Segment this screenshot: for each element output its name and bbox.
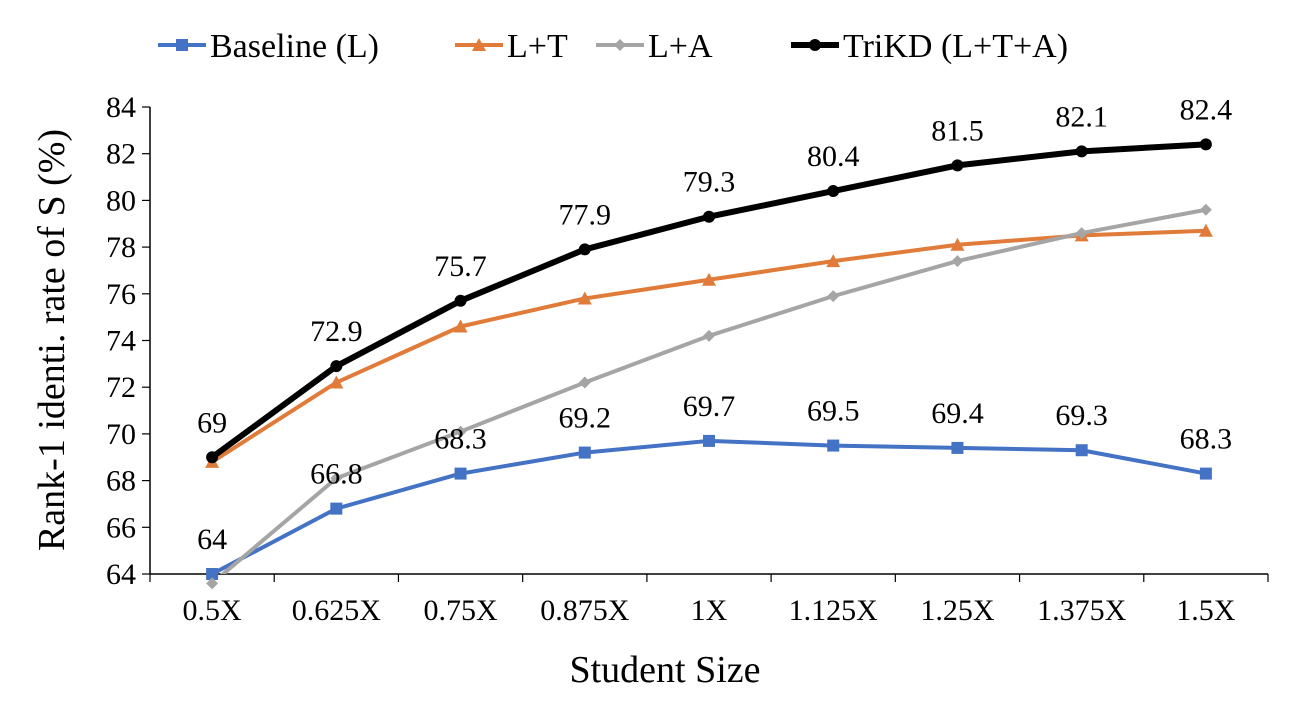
chart-series xyxy=(209,141,1209,574)
data-point-trikd-l-t-a xyxy=(330,360,343,373)
y-tick-label: 66 xyxy=(106,511,136,544)
y-tick-label: 76 xyxy=(106,278,136,311)
data-point-l-a xyxy=(827,290,840,303)
data-label-trikd-l-t-a: 72.9 xyxy=(310,315,363,348)
data-label-baseline-l: 68.3 xyxy=(434,423,487,456)
x-tick-label: 1.375X xyxy=(1037,594,1127,627)
data-point-baseline-l xyxy=(1075,444,1088,457)
x-tick-label: 1X xyxy=(691,594,728,627)
legend-marker-l-a xyxy=(614,39,626,51)
x-tick-label: 1.25X xyxy=(920,594,995,627)
y-tick-label: 80 xyxy=(106,184,136,217)
data-point-l-a xyxy=(1199,203,1212,216)
legend-marker-l-t xyxy=(472,38,486,51)
data-label-trikd-l-t-a: 82.4 xyxy=(1180,93,1233,126)
legend-marker-baseline-l xyxy=(176,39,188,51)
data-point-trikd-l-t-a xyxy=(827,185,840,198)
y-tick-label: 64 xyxy=(106,558,136,591)
data-point-l-t xyxy=(950,237,965,251)
y-tick-label: 82 xyxy=(106,138,136,171)
x-axis-title: Student Size xyxy=(569,649,760,691)
data-label-trikd-l-t-a: 69 xyxy=(197,406,227,439)
data-point-trikd-l-t-a xyxy=(1199,138,1212,151)
y-tick-label: 72 xyxy=(106,371,136,404)
data-label-baseline-l: 68.3 xyxy=(1180,423,1233,456)
data-label-baseline-l: 69.5 xyxy=(807,395,860,428)
x-tick-label: 1.5X xyxy=(1176,594,1236,627)
data-label-baseline-l: 66.8 xyxy=(310,458,363,491)
data-point-trikd-l-t-a xyxy=(206,451,219,464)
chart-markers xyxy=(205,138,1213,590)
data-label-baseline-l: 64 xyxy=(197,523,227,556)
legend-label-baseline-l: Baseline (L) xyxy=(210,28,379,65)
data-point-l-a xyxy=(951,255,964,268)
data-point-trikd-l-t-a xyxy=(951,159,964,172)
chart-legend: Baseline (L) L+T L+A TriKD (L+T+A) xyxy=(158,28,1068,65)
y-tick-label: 84 xyxy=(106,91,136,124)
data-point-l-t xyxy=(826,254,841,268)
data-point-trikd-l-t-a xyxy=(1075,145,1088,158)
x-tick-label: 0.75X xyxy=(423,594,498,627)
data-point-trikd-l-t-a xyxy=(454,294,467,307)
data-point-l-a xyxy=(330,472,343,485)
data-label-trikd-l-t-a: 79.3 xyxy=(683,166,736,199)
y-tick-label: 78 xyxy=(106,231,136,264)
legend-label-l-a: L+A xyxy=(648,28,713,65)
data-point-l-a xyxy=(703,329,715,342)
data-label-trikd-l-t-a: 80.4 xyxy=(807,140,860,173)
data-point-l-a xyxy=(1075,227,1088,240)
data-point-baseline-l xyxy=(827,439,840,452)
data-point-l-t xyxy=(453,319,468,333)
data-point-baseline-l xyxy=(703,434,715,447)
chart-data-labels: 64 66.8 68.3 69.2 69.7 69.5 69.4 69.3 68.3 69 72.9… xyxy=(197,93,1232,556)
data-point-l-a xyxy=(206,577,219,590)
data-point-baseline-l xyxy=(1199,467,1212,480)
y-tick-label: 74 xyxy=(106,325,136,358)
data-point-l-t xyxy=(1198,223,1213,237)
data-point-trikd-l-t-a xyxy=(578,243,591,256)
data-point-trikd-l-t-a xyxy=(703,210,715,223)
x-tick-label: 0.625X xyxy=(292,594,382,627)
data-label-baseline-l: 69.4 xyxy=(931,397,984,430)
x-tick-label: 0.5X xyxy=(183,594,243,627)
x-tick-label: 1.125X xyxy=(789,594,879,627)
data-point-l-t xyxy=(702,272,716,286)
legend-label-trikd-l-t-a: TriKD (L+T+A) xyxy=(843,28,1068,65)
data-label-trikd-l-t-a: 77.9 xyxy=(559,198,612,231)
legend-label-l-t: L+T xyxy=(507,28,568,65)
data-label-trikd-l-t-a: 81.5 xyxy=(931,114,984,147)
data-label-baseline-l: 69.3 xyxy=(1055,399,1108,432)
data-point-l-a xyxy=(578,376,591,389)
x-tick-label: 0.875X xyxy=(540,594,630,627)
y-axis-title: Rank-1 identi. rate of S (%) xyxy=(31,129,73,551)
y-tick-label: 68 xyxy=(106,465,136,498)
legend-marker-trikd-l-t-a xyxy=(809,39,821,51)
data-label-baseline-l: 69.7 xyxy=(683,390,736,423)
data-point-baseline-l xyxy=(330,502,343,515)
data-label-trikd-l-t-a: 75.7 xyxy=(434,250,487,283)
y-tick-label: 70 xyxy=(106,418,136,451)
chart-axes: 64 66 68 70 72 74 76 78 80 82 84 0.5X 0.625X 0.75X 0.8… xyxy=(106,91,1269,627)
data-label-baseline-l: 69.2 xyxy=(559,402,612,435)
data-point-baseline-l xyxy=(206,568,219,580)
data-point-l-t xyxy=(577,291,592,305)
data-point-l-t xyxy=(329,375,344,389)
data-point-baseline-l xyxy=(951,441,964,454)
data-point-l-a xyxy=(454,425,467,438)
data-point-baseline-l xyxy=(578,446,591,459)
data-label-trikd-l-t-a: 82.1 xyxy=(1055,100,1108,133)
data-point-baseline-l xyxy=(454,467,467,480)
